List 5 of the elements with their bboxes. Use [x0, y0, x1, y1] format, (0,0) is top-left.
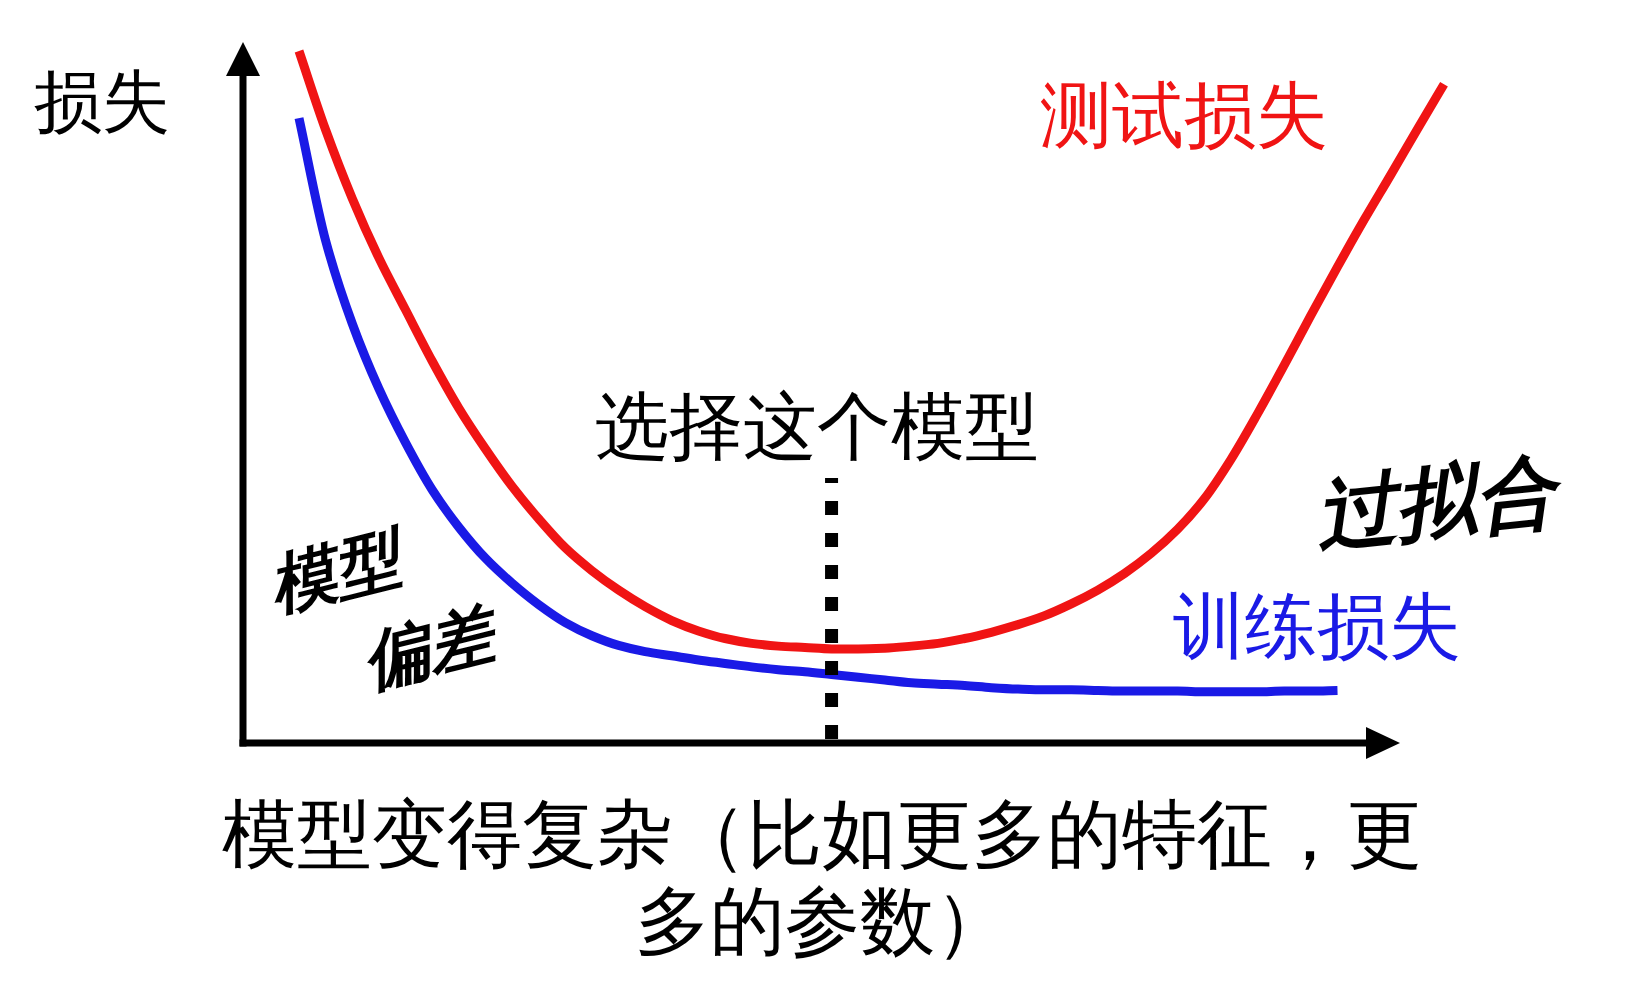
annotation: 选择这个模型: [594, 383, 1039, 469]
annotation: 过拟合: [1310, 443, 1560, 562]
xlabel: 模型变得复杂（比如更多的特征，更多的参数）: [222, 790, 1422, 965]
ylabel: 损失: [34, 62, 170, 141]
annotation: 模型偏差: [261, 518, 501, 702]
